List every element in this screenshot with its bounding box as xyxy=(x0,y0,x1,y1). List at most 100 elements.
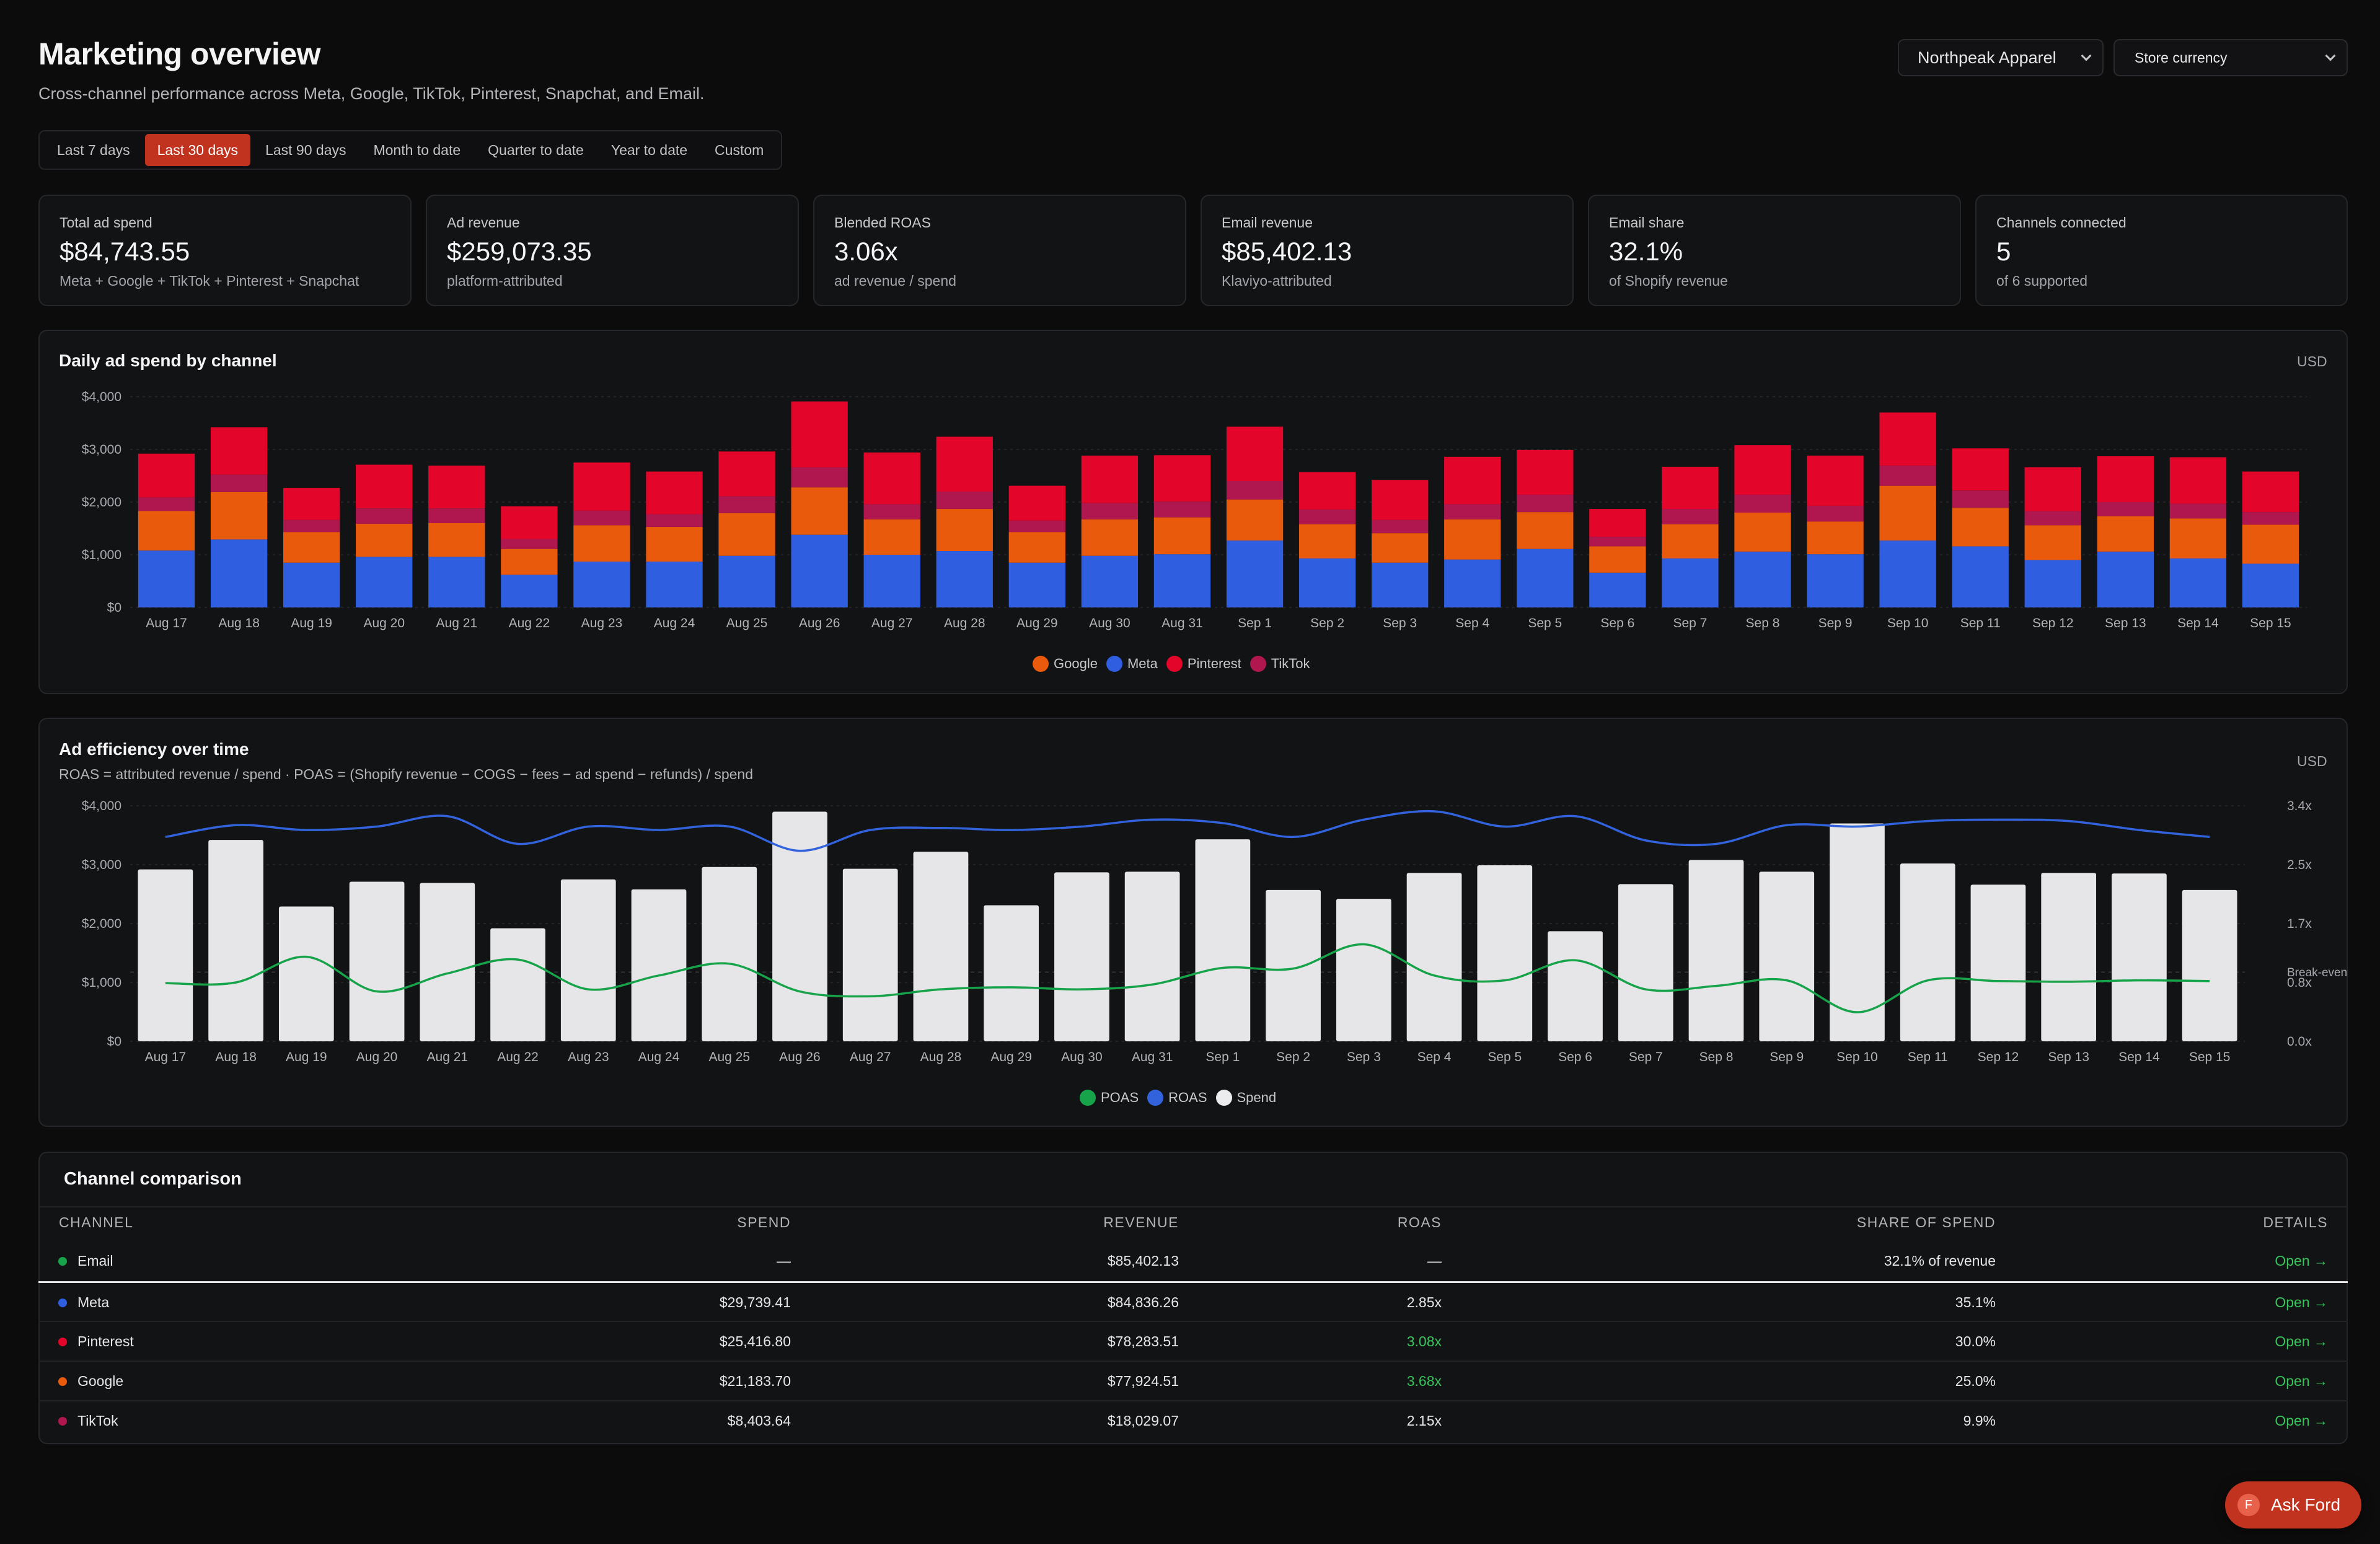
spend-bar[interactable] xyxy=(1195,839,1251,1041)
bar-segment-pinterest[interactable] xyxy=(791,401,848,467)
bar-segment-meta[interactable] xyxy=(2024,560,2081,608)
bar-segment-pinterest[interactable] xyxy=(863,452,920,505)
bar-segment-meta[interactable] xyxy=(501,575,558,607)
bar-segment-pinterest[interactable] xyxy=(718,451,775,496)
spend-bar[interactable] xyxy=(1970,884,2026,1041)
tab-last-30-days[interactable]: Last 30 days xyxy=(144,134,251,166)
bar-segment-google[interactable] xyxy=(646,526,703,562)
bar-segment-google[interactable] xyxy=(1081,519,1139,556)
open-details-link[interactable]: Open → xyxy=(2275,1373,2328,1389)
bar-segment-pinterest[interactable] xyxy=(1153,455,1211,502)
spend-bar[interactable] xyxy=(2041,873,2097,1041)
spend-bar[interactable] xyxy=(1477,865,1533,1041)
tab-custom[interactable]: Custom xyxy=(715,141,764,158)
bar-segment-tiktok[interactable] xyxy=(210,474,268,492)
bar-segment-tiktok[interactable] xyxy=(2169,503,2227,519)
bar-segment-tiktok[interactable] xyxy=(1662,509,1719,524)
bar-segment-meta[interactable] xyxy=(718,555,775,607)
bar-segment-google[interactable] xyxy=(791,487,848,535)
bar-segment-tiktok[interactable] xyxy=(1444,504,1501,520)
bar-segment-google[interactable] xyxy=(210,492,268,540)
bar-segment-meta[interactable] xyxy=(2242,563,2299,607)
bar-segment-tiktok[interactable] xyxy=(936,492,993,510)
bar-segment-google[interactable] xyxy=(1008,532,1065,563)
bar-segment-meta[interactable] xyxy=(210,539,268,607)
bar-segment-pinterest[interactable] xyxy=(1734,445,1791,495)
bar-segment-pinterest[interactable] xyxy=(2169,457,2227,504)
bar-segment-google[interactable] xyxy=(1444,519,1501,560)
bar-segment-pinterest[interactable] xyxy=(1807,456,1864,506)
bar-segment-google[interactable] xyxy=(1734,513,1791,552)
bar-segment-tiktok[interactable] xyxy=(1807,505,1864,522)
spend-bar[interactable] xyxy=(349,881,405,1041)
open-details-link[interactable]: Open → xyxy=(2275,1294,2328,1310)
spend-bar[interactable] xyxy=(702,867,757,1041)
spend-bar[interactable] xyxy=(1900,863,1955,1041)
bar-segment-tiktok[interactable] xyxy=(646,514,703,527)
spend-bar[interactable] xyxy=(208,840,263,1041)
spend-bar[interactable] xyxy=(1336,899,1391,1041)
ask-ford-button[interactable]: F Ask Ford xyxy=(2225,1481,2361,1529)
bar-segment-tiktok[interactable] xyxy=(1298,509,1356,524)
bar-segment-pinterest[interactable] xyxy=(138,453,195,498)
bar-segment-pinterest[interactable] xyxy=(501,506,558,539)
spend-bar[interactable] xyxy=(984,905,1039,1041)
bar-segment-tiktok[interactable] xyxy=(1952,490,2009,508)
bar-segment-google[interactable] xyxy=(1226,499,1284,541)
spend-bar[interactable] xyxy=(1618,884,1673,1041)
bar-segment-tiktok[interactable] xyxy=(1734,495,1791,513)
bar-segment-tiktok[interactable] xyxy=(501,539,558,549)
spend-bar[interactable] xyxy=(842,868,898,1041)
bar-segment-tiktok[interactable] xyxy=(2024,511,2081,526)
spend-bar[interactable] xyxy=(772,811,827,1042)
bar-segment-tiktok[interactable] xyxy=(863,504,920,520)
bar-segment-pinterest[interactable] xyxy=(283,488,340,520)
tab-year-to-date[interactable]: Year to date xyxy=(610,141,688,158)
bar-segment-google[interactable] xyxy=(1153,517,1211,555)
spend-bar[interactable] xyxy=(631,889,687,1041)
bar-segment-meta[interactable] xyxy=(1298,558,1356,607)
bar-segment-google[interactable] xyxy=(718,513,775,556)
bar-segment-meta[interactable] xyxy=(1081,555,1139,607)
bar-segment-tiktok[interactable] xyxy=(2242,512,2299,525)
bar-segment-pinterest[interactable] xyxy=(1589,509,1646,537)
spend-bar[interactable] xyxy=(420,883,475,1041)
bar-segment-meta[interactable] xyxy=(283,562,340,607)
open-details-link[interactable]: Open → xyxy=(2275,1413,2328,1429)
spend-bar[interactable] xyxy=(1548,931,1603,1041)
bar-segment-pinterest[interactable] xyxy=(1879,412,1936,466)
bar-segment-meta[interactable] xyxy=(1952,546,2009,607)
bar-segment-pinterest[interactable] xyxy=(2024,467,2081,511)
bar-segment-meta[interactable] xyxy=(2097,551,2154,607)
bar-segment-meta[interactable] xyxy=(1226,540,1284,607)
bar-segment-meta[interactable] xyxy=(936,551,993,607)
bar-segment-tiktok[interactable] xyxy=(573,510,630,526)
spend-bar[interactable] xyxy=(1054,872,1109,1041)
bar-segment-meta[interactable] xyxy=(646,562,703,607)
bar-segment-pinterest[interactable] xyxy=(428,465,485,509)
bar-segment-pinterest[interactable] xyxy=(1662,467,1719,510)
bar-segment-google[interactable] xyxy=(1662,524,1719,558)
bar-segment-meta[interactable] xyxy=(1008,562,1065,607)
bar-segment-meta[interactable] xyxy=(428,557,485,607)
spend-bar[interactable] xyxy=(490,928,545,1041)
bar-segment-google[interactable] xyxy=(2097,516,2154,552)
bar-segment-pinterest[interactable] xyxy=(573,462,630,511)
bar-segment-pinterest[interactable] xyxy=(1008,485,1065,521)
bar-segment-tiktok[interactable] xyxy=(138,497,195,511)
bar-segment-google[interactable] xyxy=(1879,485,1936,541)
bar-segment-pinterest[interactable] xyxy=(1952,448,2009,491)
bar-segment-pinterest[interactable] xyxy=(2242,471,2299,513)
bar-segment-meta[interactable] xyxy=(356,557,413,607)
spend-bar[interactable] xyxy=(278,906,334,1041)
spend-bar[interactable] xyxy=(1830,823,1885,1042)
tab-month-to-date[interactable]: Month to date xyxy=(373,141,461,158)
bar-segment-google[interactable] xyxy=(501,549,558,575)
bar-segment-google[interactable] xyxy=(2024,525,2081,560)
bar-segment-tiktok[interactable] xyxy=(1153,501,1211,518)
bar-segment-meta[interactable] xyxy=(1444,559,1501,607)
spend-bar[interactable] xyxy=(138,869,193,1041)
bar-segment-tiktok[interactable] xyxy=(356,508,413,524)
bar-segment-meta[interactable] xyxy=(2169,558,2227,607)
bar-segment-tiktok[interactable] xyxy=(428,508,485,523)
